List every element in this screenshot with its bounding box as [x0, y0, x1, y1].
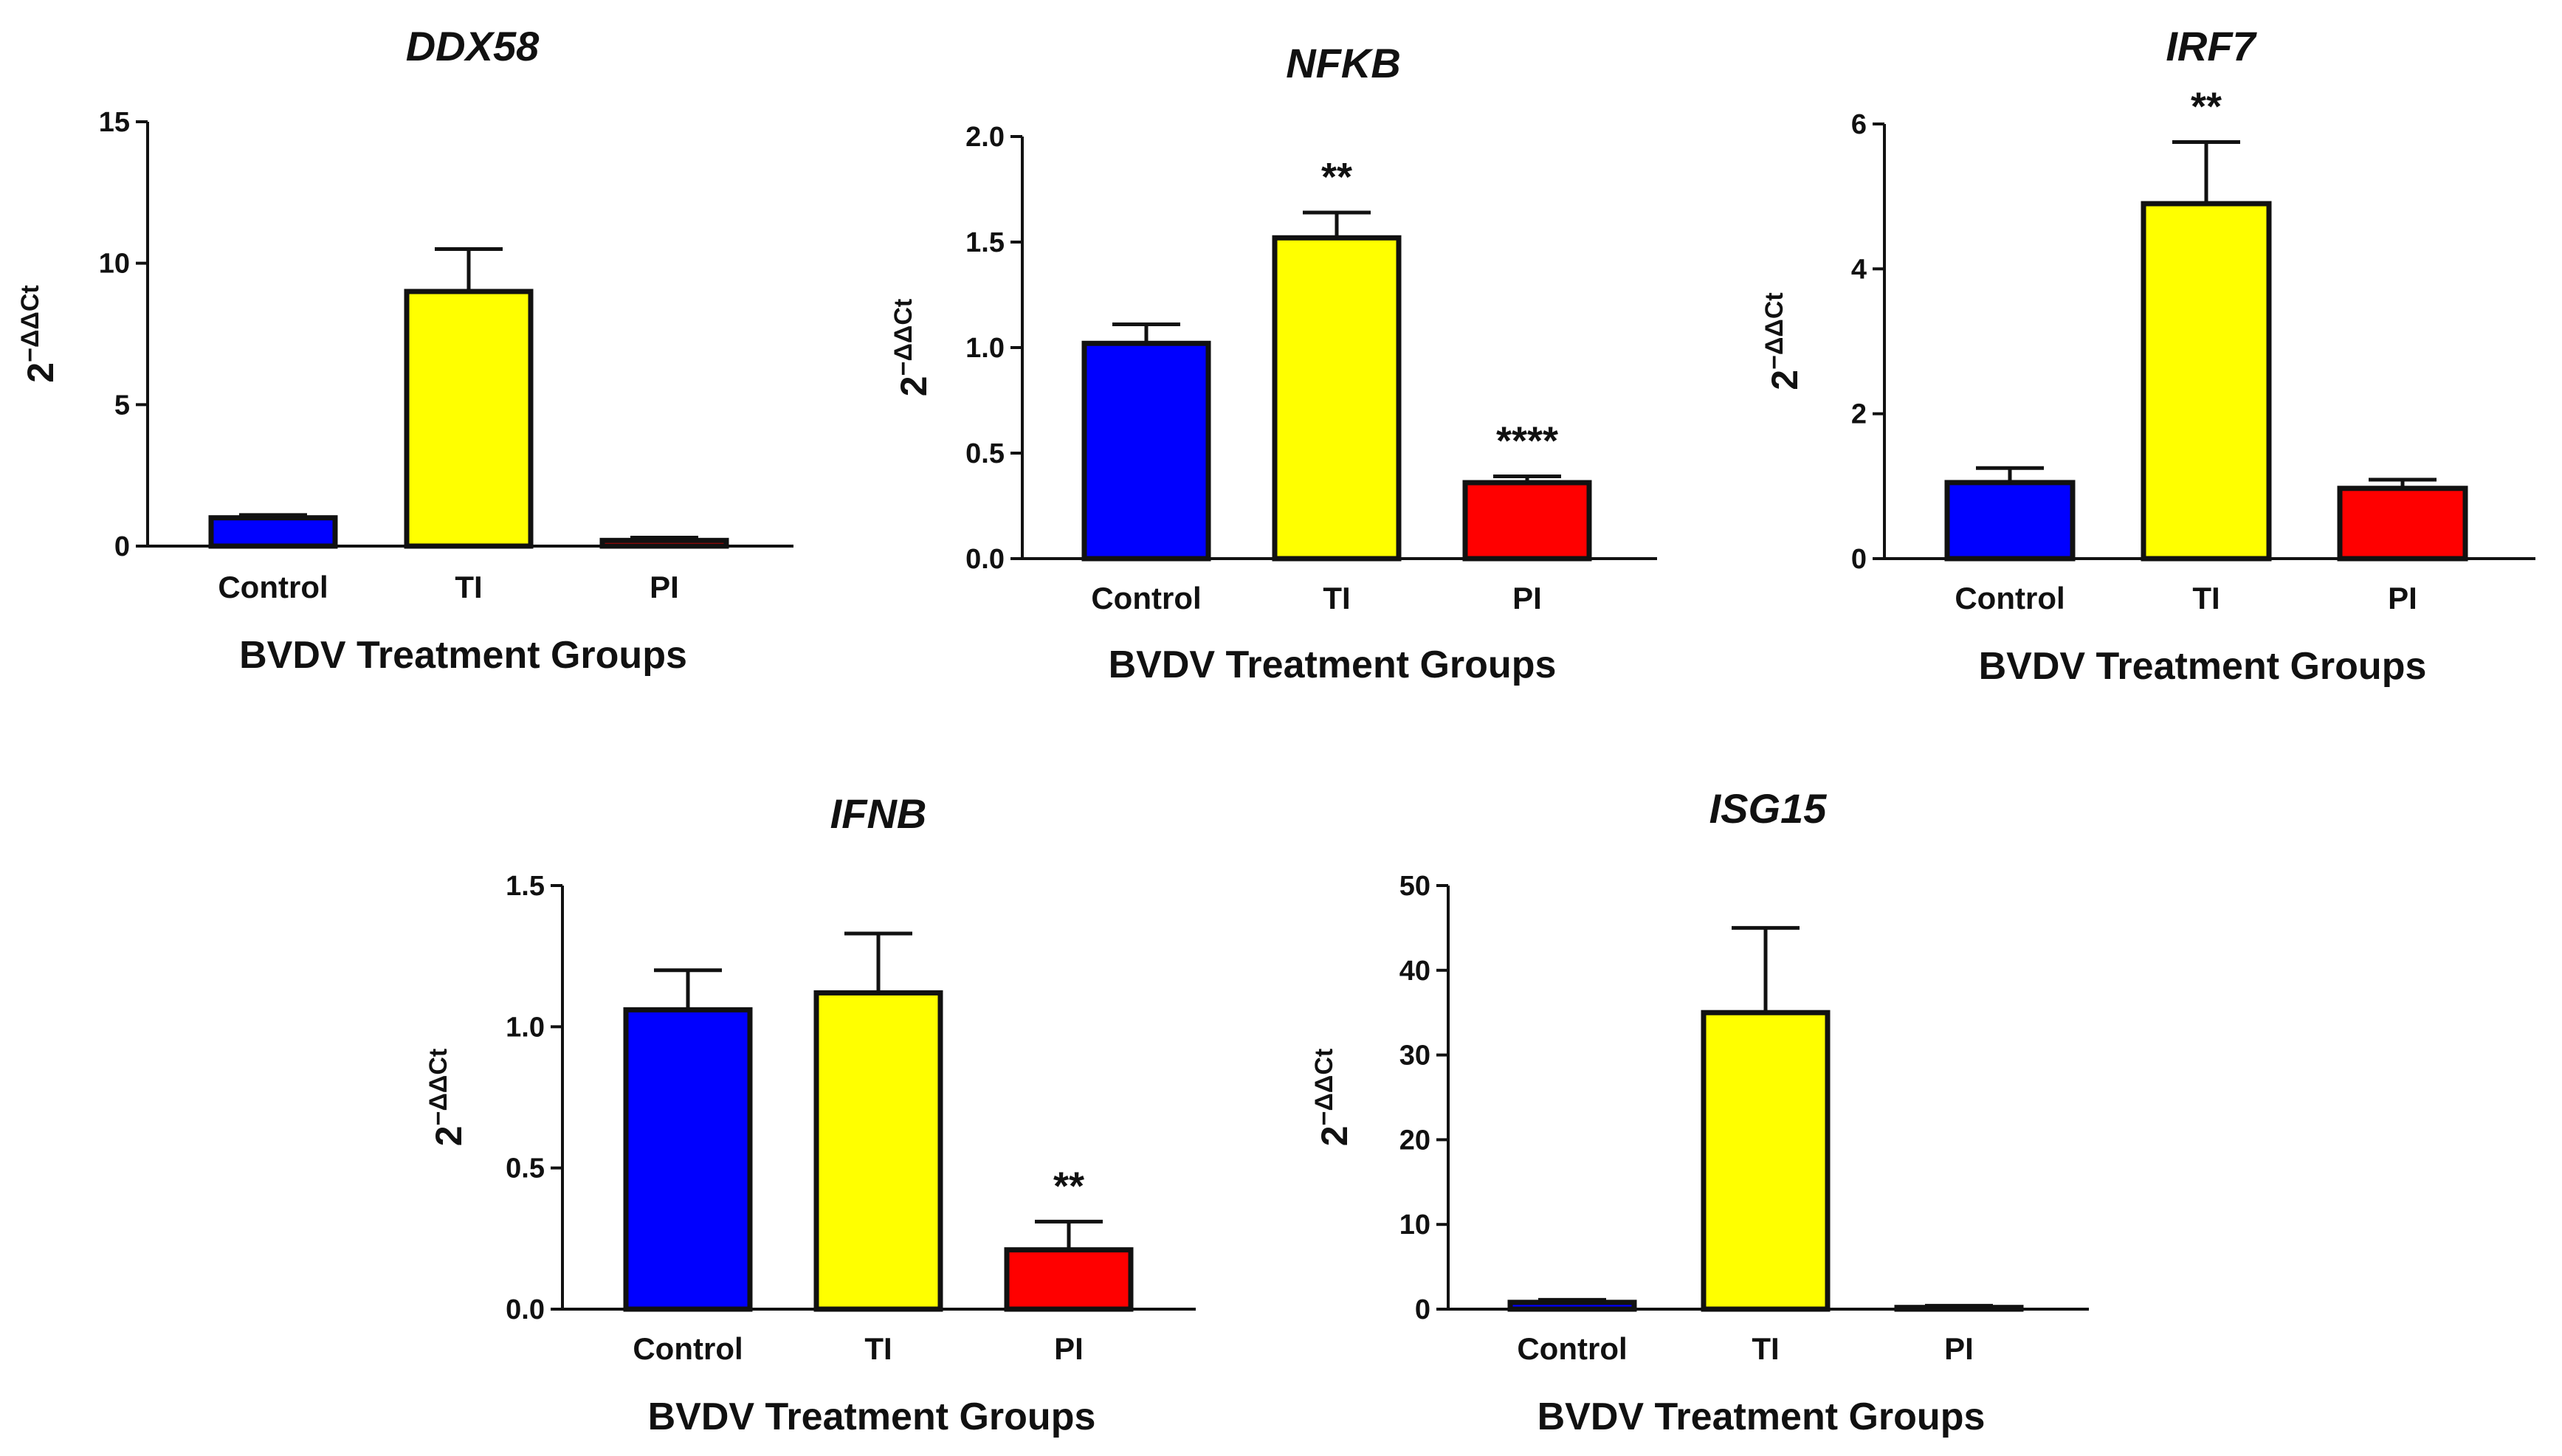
y-tick-label: 1.5	[506, 871, 545, 902]
y-tick-label: 40	[1399, 956, 1430, 987]
y-tick-label: 0.5	[506, 1153, 545, 1184]
bar-ti	[1272, 235, 1402, 562]
y-tick-label: 2	[1851, 399, 1867, 430]
y-axis-label: 2−ΔΔCt	[889, 299, 934, 396]
x-axis-label: BVDV Treatment Groups	[1109, 644, 1557, 686]
bar-pi	[599, 537, 729, 549]
y-tick-label: 0.0	[506, 1294, 545, 1325]
bar-control	[208, 515, 338, 549]
significance-label: ****	[1496, 418, 1558, 463]
bar-control	[623, 1007, 753, 1312]
category-label-ti: TI	[1323, 581, 1350, 615]
y-tick-label: 1.0	[965, 333, 1005, 364]
y-tick-label: 4	[1851, 254, 1867, 285]
bar-control	[1944, 480, 2076, 562]
y-tick-label: 0.5	[965, 438, 1005, 469]
x-axis-label: BVDV Treatment Groups	[239, 634, 687, 677]
y-tick-label: 10	[1399, 1210, 1430, 1241]
y-tick-label: 20	[1399, 1125, 1430, 1156]
category-label-pi: PI	[650, 570, 679, 604]
y-tick-label: 0.0	[965, 544, 1005, 575]
chart-panel-nfkb: NFKB 0.0 0.5 1.0 1.5 2.0 Control ** TI **** PI BVDV…	[889, 40, 1657, 686]
y-axis-label: 2−ΔΔCt	[16, 285, 61, 382]
category-label-ti: TI	[1752, 1331, 1779, 1366]
bar-ti	[2141, 201, 2272, 562]
category-label-control: Control	[1517, 1331, 1627, 1366]
category-label-pi: PI	[1512, 581, 1542, 615]
y-tick-label: 0	[1415, 1294, 1430, 1325]
bar-ti	[404, 289, 534, 549]
y-axis-label: 2−ΔΔCt	[1310, 1049, 1355, 1146]
y-axis-label: 2−ΔΔCt	[1760, 292, 1805, 390]
chart-title: NFKB	[1286, 40, 1401, 86]
significance-label: **	[2191, 85, 2222, 129]
chart-title: DDX58	[406, 23, 540, 69]
y-tick-label: 5	[114, 390, 130, 421]
significance-label: **	[1053, 1164, 1084, 1208]
significance-label: **	[1321, 155, 1352, 199]
y-tick-label: 30	[1399, 1041, 1430, 1072]
category-label-control: Control	[633, 1331, 743, 1366]
y-tick-label: 1.0	[506, 1012, 545, 1043]
category-label-pi: PI	[2388, 581, 2417, 615]
category-label-ti: TI	[455, 570, 482, 604]
chart-panel-isg15: ISG15 0 10 20 30 40 50 Control TI PI BVDV Treatmen…	[1310, 785, 2089, 1438]
x-axis-label: BVDV Treatment Groups	[648, 1395, 1096, 1438]
category-label-control: Control	[218, 570, 328, 604]
chart-title: IFNB	[830, 790, 927, 837]
y-tick-label: 50	[1399, 871, 1430, 902]
chart-panel-ddx58: DDX58 0 5 10 15 Control TI PI BVDV Treatment Gro…	[16, 23, 793, 677]
chart-title: IRF7	[2166, 23, 2257, 69]
category-label-pi: PI	[1944, 1331, 1974, 1366]
category-label-control: Control	[1091, 581, 1201, 615]
y-tick-label: 2.0	[965, 122, 1005, 153]
y-tick-label: 15	[99, 107, 130, 138]
bar-pi	[1004, 1247, 1134, 1312]
chart-panel-irf7: IRF7 0 2 4 6 Control ** TI PI BVDV Treatment Grou…	[1760, 23, 2535, 688]
chart-panel-ifnb: IFNB 0.0 0.5 1.0 1.5 Control TI ** PI BVDV Treatm…	[424, 790, 1196, 1438]
bar-pi	[1462, 480, 1592, 562]
x-axis-label: BVDV Treatment Groups	[1537, 1395, 1986, 1438]
bar-control	[1507, 1300, 1637, 1312]
category-label-pi: PI	[1054, 1331, 1084, 1366]
bar-pi	[1894, 1305, 2024, 1312]
y-tick-label: 6	[1851, 109, 1867, 140]
y-tick-label: 1.5	[965, 227, 1005, 258]
y-axis-label: 2−ΔΔCt	[424, 1049, 469, 1146]
category-label-ti: TI	[864, 1331, 892, 1366]
bar-ti	[813, 990, 943, 1312]
chart-title: ISG15	[1709, 785, 1828, 832]
bar-pi	[2337, 486, 2468, 562]
bar-control	[1081, 340, 1211, 562]
y-tick-label: 10	[99, 249, 130, 280]
y-tick-label: 0	[114, 531, 130, 562]
category-label-ti: TI	[2192, 581, 2220, 615]
category-label-control: Control	[1955, 581, 2065, 615]
x-axis-label: BVDV Treatment Groups	[1979, 645, 2427, 688]
y-tick-label: 0	[1851, 544, 1867, 575]
bar-ti	[1701, 1010, 1831, 1312]
